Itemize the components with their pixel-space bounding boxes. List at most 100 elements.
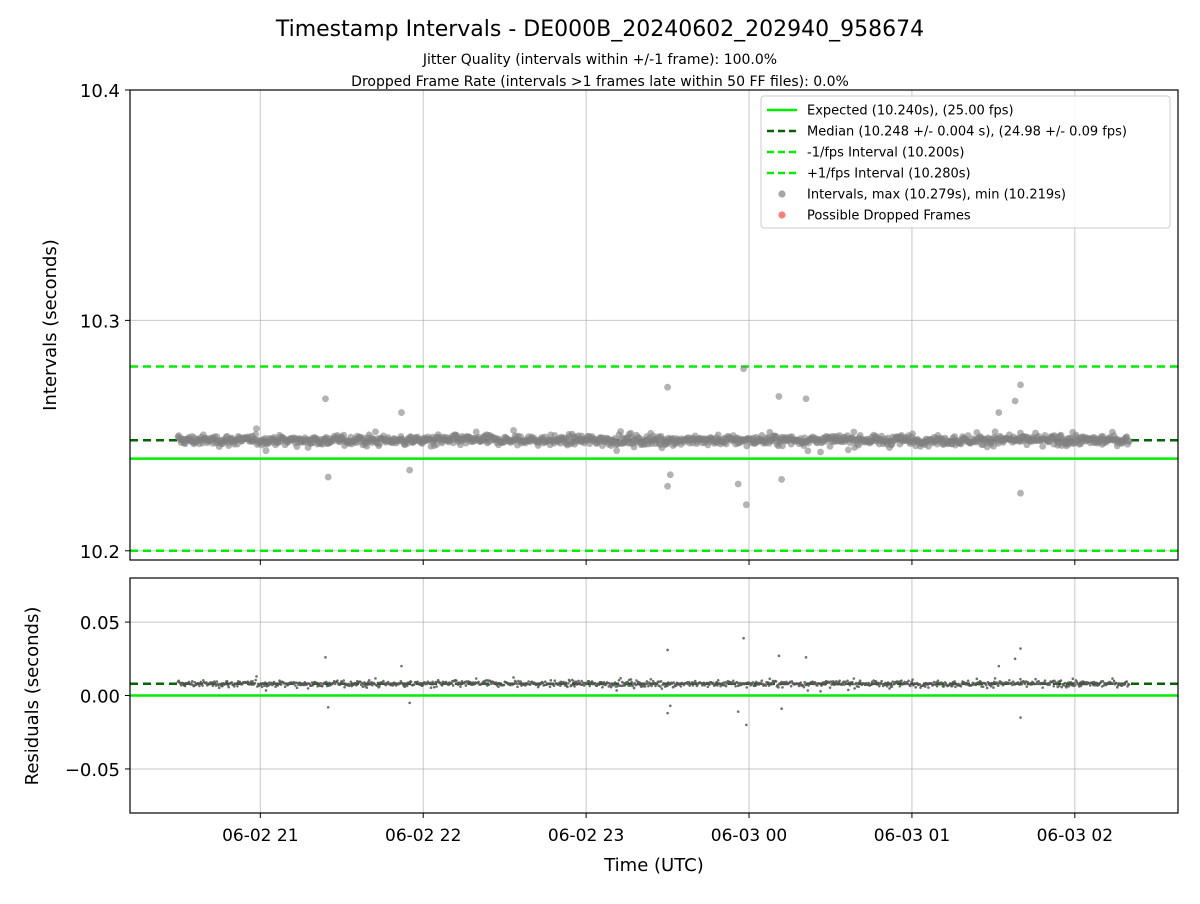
residual-point	[451, 684, 455, 687]
residual-point	[799, 681, 803, 684]
interval-point	[472, 428, 480, 436]
residual-point	[593, 681, 597, 685]
residual-point	[403, 685, 407, 689]
interval-point	[909, 430, 916, 438]
residual-point	[898, 684, 902, 688]
residual-point	[217, 686, 221, 690]
residual-point	[1008, 678, 1011, 682]
residual-point	[858, 679, 862, 682]
residual-point	[890, 685, 894, 688]
residual-point	[736, 710, 740, 713]
interval-point	[406, 466, 414, 474]
residual-point	[615, 689, 618, 692]
residual-point	[481, 682, 484, 686]
residual-point	[985, 683, 988, 687]
residual-point	[645, 680, 649, 683]
residual-point	[910, 680, 914, 683]
residual-point	[807, 684, 810, 687]
residual-point	[745, 723, 748, 727]
residual-point	[409, 680, 413, 684]
residual-point	[477, 680, 480, 684]
residual-point	[985, 686, 989, 690]
residual-point	[215, 680, 219, 683]
residual-point	[541, 681, 545, 685]
interval-point	[734, 480, 742, 488]
x-axis-label: Time (UTC)	[603, 855, 704, 876]
residual-point	[954, 685, 957, 689]
residual-point	[694, 681, 698, 685]
residual-point	[602, 681, 606, 684]
interval-point	[804, 447, 812, 455]
residual-point	[781, 686, 784, 689]
interval-point	[253, 425, 260, 433]
residual-point	[1112, 679, 1116, 683]
residual-point	[1069, 681, 1073, 684]
residual-point	[935, 684, 939, 688]
residual-point	[914, 686, 918, 689]
residual-point	[651, 679, 655, 683]
residual-point	[1043, 679, 1047, 683]
residual-point	[668, 704, 672, 708]
residual-point	[966, 679, 970, 683]
legend-swatch	[778, 211, 786, 219]
residual-point	[263, 681, 267, 684]
interval-point	[850, 428, 858, 436]
residual-point	[190, 680, 194, 683]
residual-point	[803, 680, 806, 684]
x-tick-label: 06-03 02	[1037, 826, 1113, 846]
residual-point	[548, 685, 552, 688]
residual-point	[804, 656, 808, 659]
residual-point	[553, 679, 557, 682]
residual-point	[974, 683, 978, 687]
residual-point	[845, 682, 849, 685]
top-y-tick-label: 10.3	[80, 311, 120, 332]
residual-point	[547, 682, 551, 685]
residual-point	[742, 636, 745, 640]
residual-point	[283, 685, 287, 689]
residual-point	[923, 685, 927, 688]
residual-point	[1060, 685, 1063, 689]
residual-point	[295, 686, 299, 690]
residual-point	[386, 680, 390, 684]
residual-point	[936, 679, 940, 682]
legend-label: -1/fps Interval (10.200s)	[807, 146, 964, 161]
residual-point	[342, 679, 346, 682]
residual-point	[789, 684, 793, 688]
bottom-y-tick-label: 0.05	[80, 613, 120, 634]
residual-point	[201, 684, 204, 687]
residual-point	[888, 687, 891, 690]
residual-point	[365, 686, 369, 689]
residual-point	[909, 682, 913, 686]
residual-point	[626, 680, 630, 684]
interval-point	[1125, 438, 1133, 445]
residual-point	[378, 684, 381, 688]
residual-point	[325, 680, 328, 684]
residual-point	[315, 681, 319, 685]
residual-point	[349, 680, 353, 684]
top-y-tick-label: 10.4	[80, 81, 120, 102]
residual-point	[1127, 683, 1131, 686]
residual-point	[997, 664, 1001, 668]
interval-point	[802, 395, 810, 403]
residual-point	[512, 676, 515, 679]
residual-point	[764, 684, 768, 687]
residual-point	[907, 679, 910, 683]
residual-point	[992, 686, 995, 689]
legend: Expected (10.240s), (25.00 fps) Median (1…	[760, 95, 1171, 229]
residual-point	[847, 688, 850, 692]
x-tick-label: 06-02 22	[385, 826, 461, 846]
residual-point	[701, 684, 704, 687]
residual-point	[829, 680, 833, 683]
interval-point	[262, 447, 270, 455]
residual-point	[515, 682, 519, 686]
residual-point	[435, 685, 438, 688]
residual-point	[1115, 681, 1118, 685]
residual-point	[647, 684, 650, 688]
residual-point	[731, 679, 735, 683]
residual-point	[199, 680, 203, 684]
residual-point	[706, 685, 710, 689]
residual-point	[566, 685, 569, 689]
residual-point	[400, 664, 403, 668]
residual-point	[617, 678, 621, 682]
residual-point	[629, 678, 633, 681]
